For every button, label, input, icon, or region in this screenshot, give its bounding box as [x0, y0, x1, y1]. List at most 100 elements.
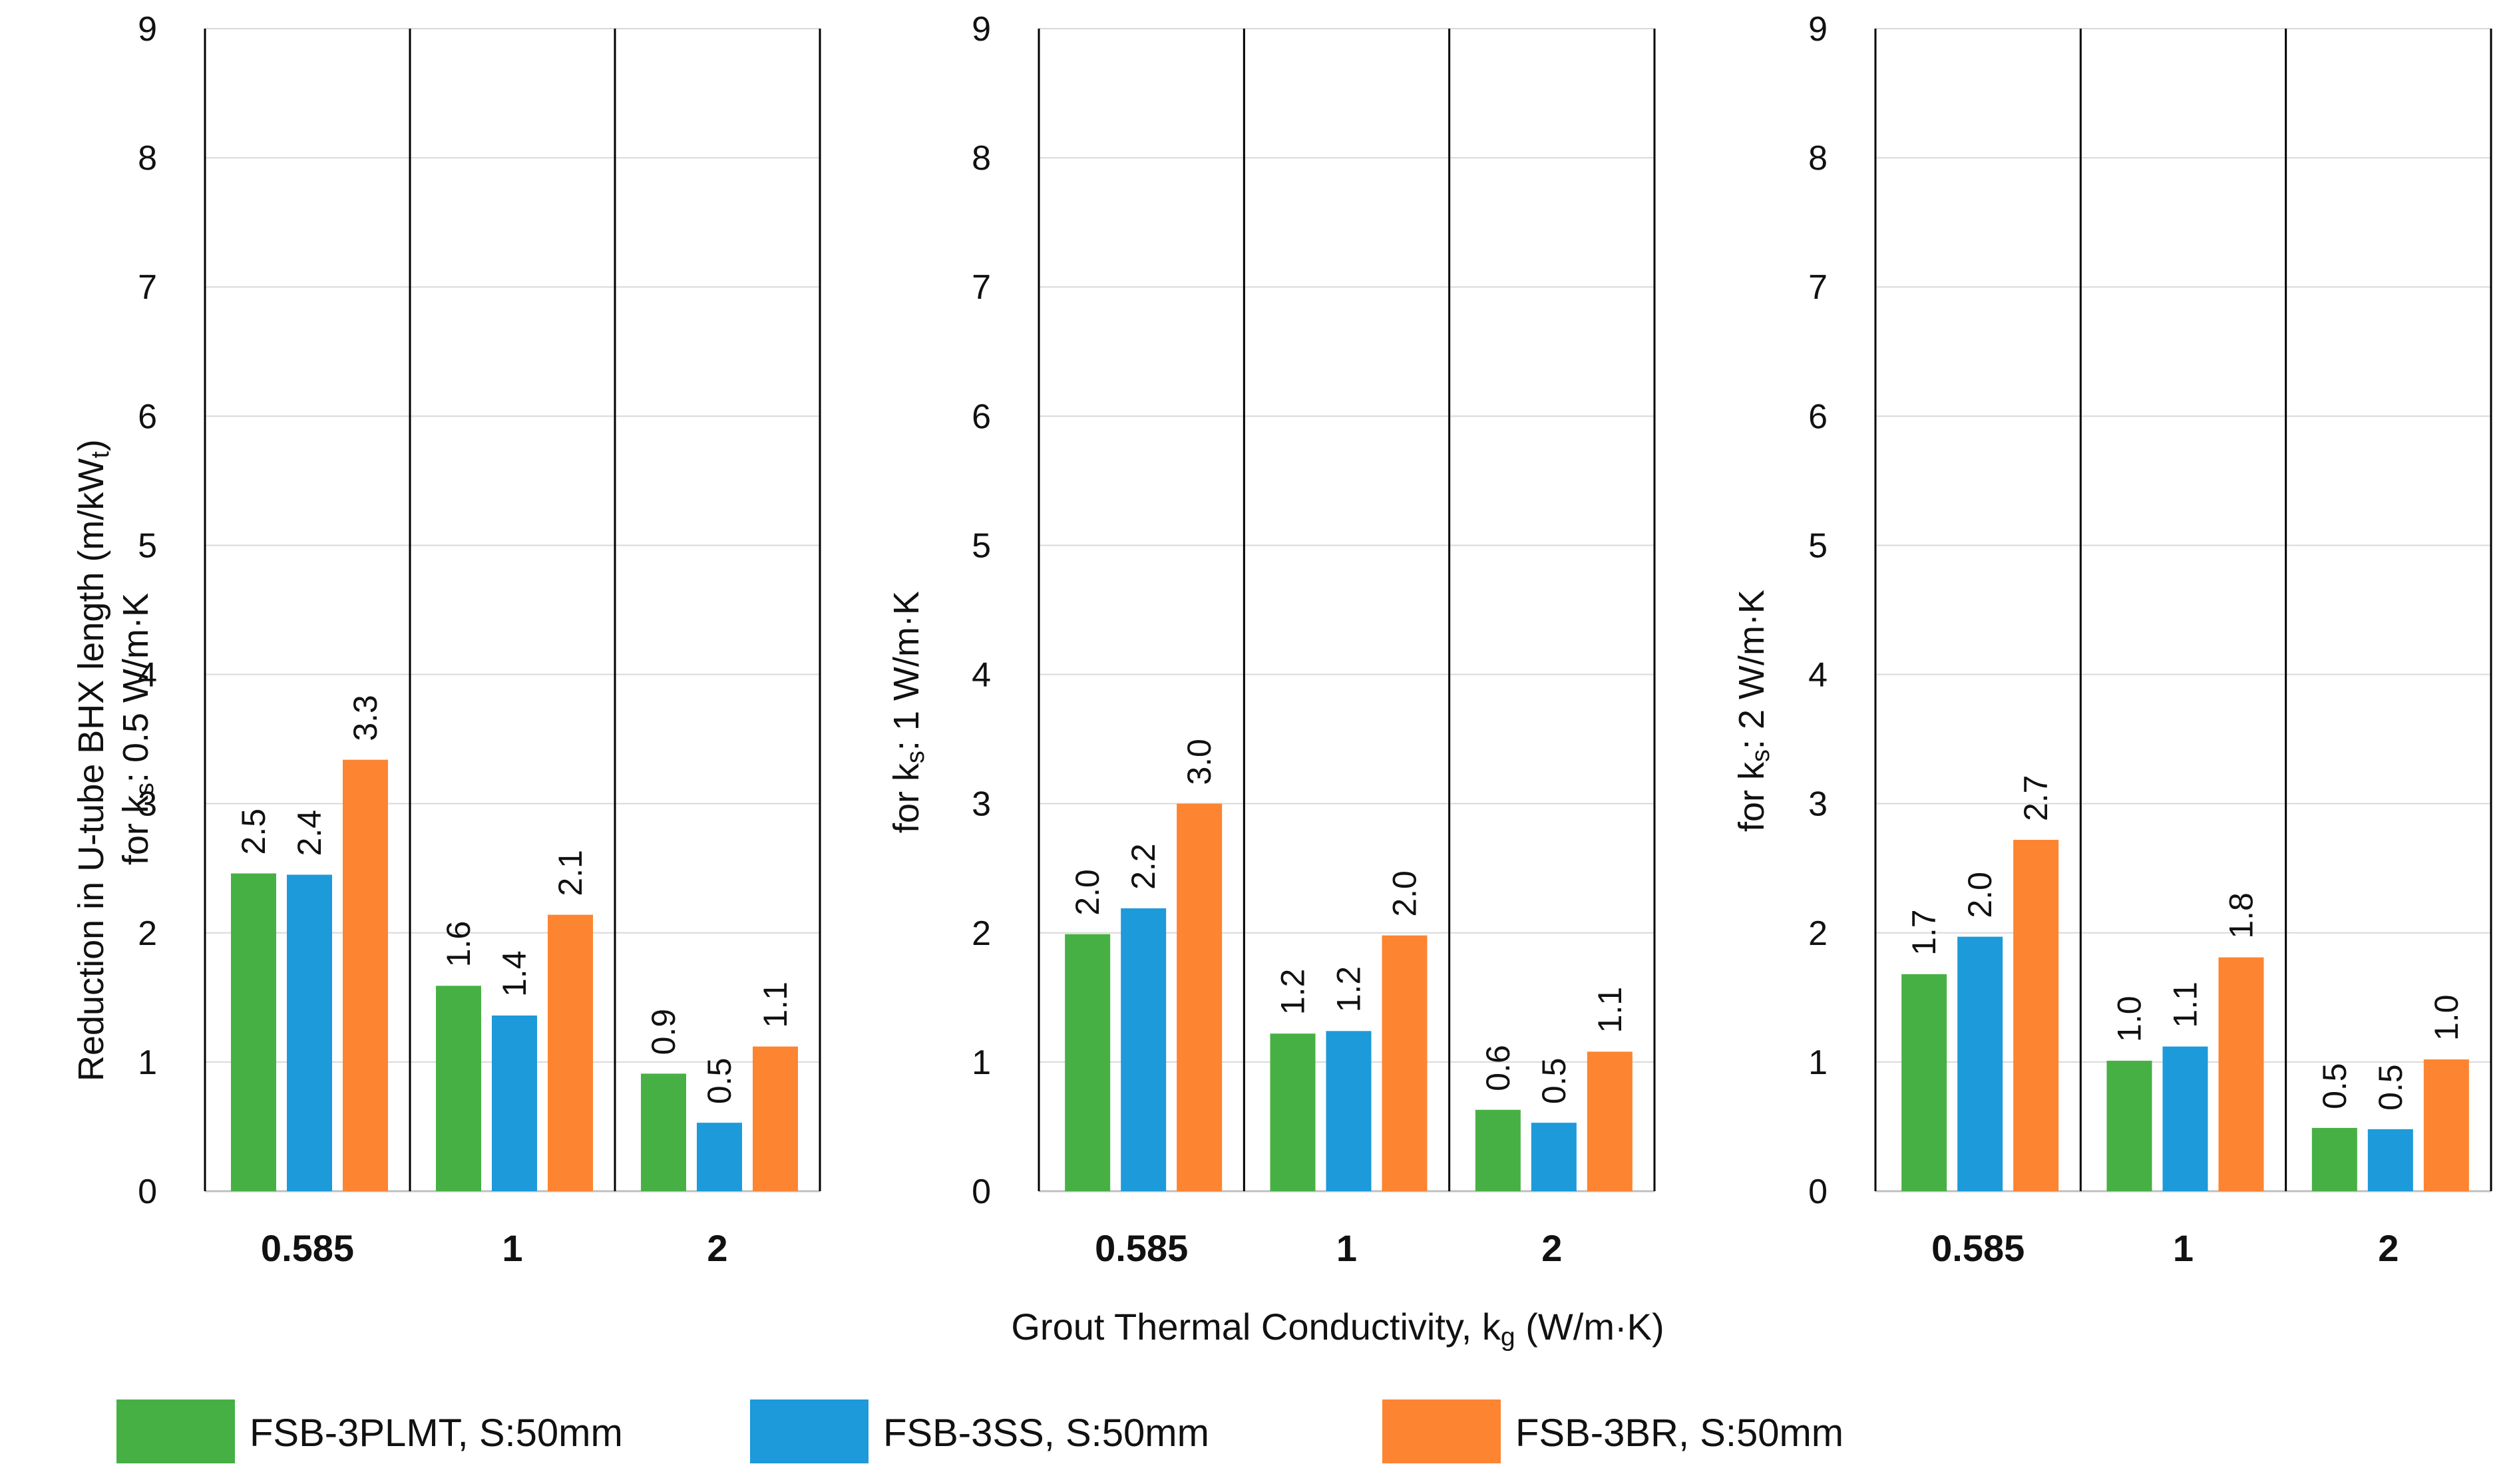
y-tick-label: 3 [1808, 785, 1828, 824]
y-tick-label: 1 [972, 1043, 991, 1082]
data-label: 1.4 [496, 950, 533, 997]
y-tick-label: 8 [972, 139, 991, 178]
y-tick-label: 3 [972, 785, 991, 824]
category-label: 2 [1541, 1227, 1562, 1269]
panel-y-axis-label-part-2: : 1 W/m·K [886, 591, 926, 751]
category-label: 1 [1336, 1227, 1357, 1269]
bar-fsb-3ss [1121, 908, 1167, 1191]
x-axis-title-part-2: (W/m·K) [1515, 1306, 1664, 1348]
bar-fsb-3br [1382, 935, 1428, 1191]
bar-fsb-3ss [1326, 1031, 1372, 1191]
data-label: 1.0 [2111, 996, 2148, 1042]
y-tick-label: 6 [138, 397, 157, 436]
data-label: 0.5 [2316, 1063, 2353, 1109]
y-tick-label: 5 [1808, 526, 1828, 565]
data-label: 1.7 [1905, 909, 1943, 956]
y-axis-title-part-2: ) [71, 439, 111, 451]
data-label: 0.5 [2372, 1064, 2409, 1111]
chart-panel-2: 0 1 2 3 4 5 6 7 8 9 2.0 2.2 3.0 0.585 1.2 1.2 2.0 1 0.6 0.5… [886, 10, 1656, 1269]
panel-y-axis-label: for ks: 1 W/m·K [886, 591, 930, 833]
y-tick-label: 2 [138, 914, 157, 953]
y-tick-label: 7 [138, 268, 157, 307]
bar-fsb-3br [1177, 803, 1223, 1191]
bar-fsb-3plmt [436, 986, 481, 1191]
category-label: 1 [2173, 1227, 2194, 1269]
bar-fsb-3br [548, 914, 593, 1191]
data-label: 2.0 [1069, 869, 1106, 916]
data-label: 1.8 [2223, 892, 2260, 939]
bar-fsb-3ss [287, 874, 332, 1191]
bar-fsb-3ss [2367, 1129, 2413, 1191]
bar-fsb-3plmt [641, 1073, 686, 1191]
data-label: 0.6 [1479, 1045, 1517, 1091]
y-tick-label: 0 [138, 1173, 157, 1211]
panel-y-axis-label-part-1: s [1747, 749, 1775, 762]
y-tick-label: 8 [1808, 139, 1828, 178]
data-label: 2.7 [2017, 775, 2054, 822]
bar-fsb-3br [2218, 957, 2264, 1191]
legend-swatch [116, 1399, 235, 1463]
data-label: 0.9 [645, 1009, 682, 1055]
category-label: 0.585 [1931, 1227, 2025, 1269]
data-label: 1.2 [1330, 966, 1368, 1013]
data-label: 2.0 [1386, 870, 1424, 917]
data-label: 1.1 [757, 982, 794, 1028]
y-tick-label: 7 [1808, 268, 1828, 307]
x-axis-title: Grout Thermal Conductivity, kg (W/m·K) [1011, 1306, 1664, 1352]
data-label: 2.5 [235, 809, 272, 855]
panel-y-axis-label-part-2: : 0.5 W/m·K [116, 593, 156, 783]
bar-fsb-3ss [1957, 936, 2003, 1191]
data-label: 2.4 [291, 810, 328, 856]
bar-fsb-3br [753, 1046, 798, 1191]
legend: FSB-3PLMT, S:50mm FSB-3SS, S:50mm FSB-3BR,… [116, 1399, 1843, 1463]
x-axis-title-part-1: g [1501, 1323, 1515, 1352]
data-label: 2.2 [1125, 843, 1162, 890]
y-axis-title: Reduction in U-tube BHX length (m/kWt) [71, 439, 114, 1081]
y-tick-label: 7 [972, 268, 991, 307]
y-axis-title-part-0: Reduction in U-tube BHX length (m/kW [71, 459, 111, 1081]
y-tick-label: 5 [972, 526, 991, 565]
y-tick-label: 4 [1808, 656, 1828, 695]
data-label: 0.5 [1535, 1058, 1573, 1105]
y-tick-label: 1 [1808, 1043, 1828, 1082]
bar-fsb-3plmt [2311, 1127, 2357, 1191]
legend-entry-label: FSB-3SS, S:50mm [883, 1411, 1209, 1455]
bar-fsb-3ss [1531, 1123, 1577, 1191]
y-tick-label: 5 [138, 526, 157, 565]
chart-panel-1: 0 1 2 3 4 5 6 7 8 9 2.5 2.4 3.3 0.585 1.6 1.4 2.1 1 0.9 0.5… [116, 10, 821, 1269]
data-label: 1.1 [1591, 987, 1629, 1033]
panel-y-axis-label-part-1: s [131, 783, 159, 795]
y-tick-label: 0 [972, 1173, 991, 1211]
y-tick-label: 8 [138, 139, 157, 178]
bar-fsb-3br [1587, 1051, 1633, 1191]
data-label: 1.0 [2428, 994, 2465, 1041]
legend-entry-label: FSB-3PLMT, S:50mm [250, 1411, 623, 1455]
data-label: 2.0 [1961, 872, 1999, 918]
bar-fsb-3plmt [2106, 1060, 2152, 1191]
bar-fsb-3plmt [1270, 1033, 1316, 1191]
bar-fsb-3br [2423, 1059, 2469, 1191]
bar-fsb-3plmt [1065, 934, 1111, 1191]
y-tick-label: 1 [138, 1043, 157, 1082]
panel-y-axis-label-part-0: for k [886, 763, 926, 833]
category-label: 1 [502, 1227, 522, 1269]
y-tick-label: 9 [1808, 10, 1828, 49]
data-label: 1.2 [1274, 969, 1312, 1016]
category-label: 2 [707, 1227, 727, 1269]
y-tick-label: 4 [138, 656, 157, 695]
bar-fsb-3plmt [1901, 974, 1947, 1191]
panel-y-axis-label: for ks: 2 W/m·K [1732, 590, 1775, 832]
bar-fsb-3ss [492, 1016, 537, 1191]
bar-fsb-3br [2013, 840, 2059, 1191]
panel-y-axis-label-part-0: for k [116, 795, 156, 865]
category-label: 0.585 [261, 1227, 354, 1269]
bar-fsb-3ss [697, 1123, 742, 1191]
y-tick-label: 2 [1808, 914, 1828, 953]
bar-fsb-3plmt [231, 873, 276, 1191]
bar-fsb-3ss [2162, 1046, 2208, 1191]
category-label: 0.585 [1095, 1227, 1188, 1269]
panel-y-axis-label: for ks: 0.5 W/m·K [116, 593, 159, 865]
y-tick-label: 6 [972, 397, 991, 436]
panel-y-axis-label-part-2: : 2 W/m·K [1732, 590, 1772, 749]
